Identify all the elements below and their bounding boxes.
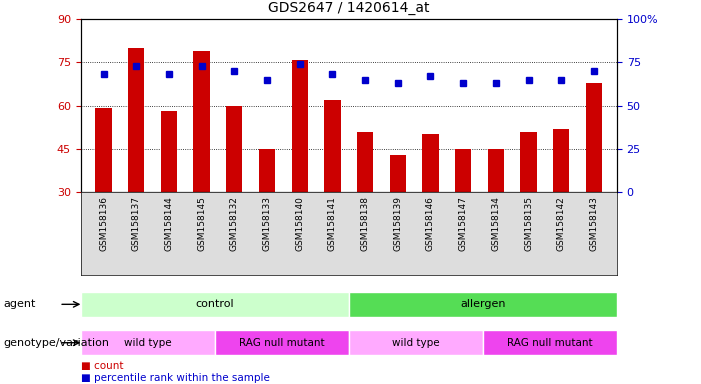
Text: agent: agent — [4, 299, 36, 310]
Text: GSM158144: GSM158144 — [165, 196, 173, 251]
Bar — [193, 51, 210, 192]
Bar — [488, 149, 504, 192]
Bar — [483, 330, 617, 355]
Text: ■ count: ■ count — [81, 361, 123, 371]
Bar — [128, 48, 144, 192]
Bar — [357, 132, 373, 192]
Text: GSM158146: GSM158146 — [426, 196, 435, 251]
Bar — [259, 149, 275, 192]
Bar — [95, 109, 111, 192]
Bar — [520, 132, 537, 192]
Text: GSM158139: GSM158139 — [393, 196, 402, 251]
Text: GSM158133: GSM158133 — [262, 196, 271, 251]
Bar — [422, 134, 439, 192]
Text: genotype/variation: genotype/variation — [4, 338, 109, 348]
Bar — [226, 106, 243, 192]
Bar — [349, 330, 483, 355]
Text: ■ percentile rank within the sample: ■ percentile rank within the sample — [81, 373, 269, 383]
Bar — [215, 330, 349, 355]
Text: GSM158138: GSM158138 — [360, 196, 369, 251]
Bar — [325, 100, 341, 192]
Text: allergen: allergen — [460, 299, 505, 310]
Text: GSM158132: GSM158132 — [230, 196, 239, 251]
Bar — [161, 111, 177, 192]
Text: GSM158137: GSM158137 — [132, 196, 141, 251]
Text: GSM158140: GSM158140 — [295, 196, 304, 251]
Text: GSM158134: GSM158134 — [491, 196, 501, 251]
Text: control: control — [196, 299, 234, 310]
Text: GSM158143: GSM158143 — [590, 196, 599, 251]
Bar — [81, 330, 215, 355]
Text: wild type: wild type — [392, 338, 440, 348]
Text: RAG null mutant: RAG null mutant — [239, 338, 325, 348]
Bar — [455, 149, 471, 192]
Text: GSM158136: GSM158136 — [99, 196, 108, 251]
Text: GSM158147: GSM158147 — [458, 196, 468, 251]
Text: wild type: wild type — [124, 338, 172, 348]
Text: GSM158135: GSM158135 — [524, 196, 533, 251]
Text: RAG null mutant: RAG null mutant — [507, 338, 592, 348]
Text: GSM158142: GSM158142 — [557, 196, 566, 251]
Bar — [390, 155, 406, 192]
Bar — [349, 292, 617, 317]
Bar — [81, 292, 349, 317]
Text: GSM158141: GSM158141 — [328, 196, 337, 251]
Text: GSM158145: GSM158145 — [197, 196, 206, 251]
Bar — [292, 60, 308, 192]
Bar — [586, 83, 602, 192]
Title: GDS2647 / 1420614_at: GDS2647 / 1420614_at — [268, 2, 430, 15]
Bar — [553, 129, 569, 192]
